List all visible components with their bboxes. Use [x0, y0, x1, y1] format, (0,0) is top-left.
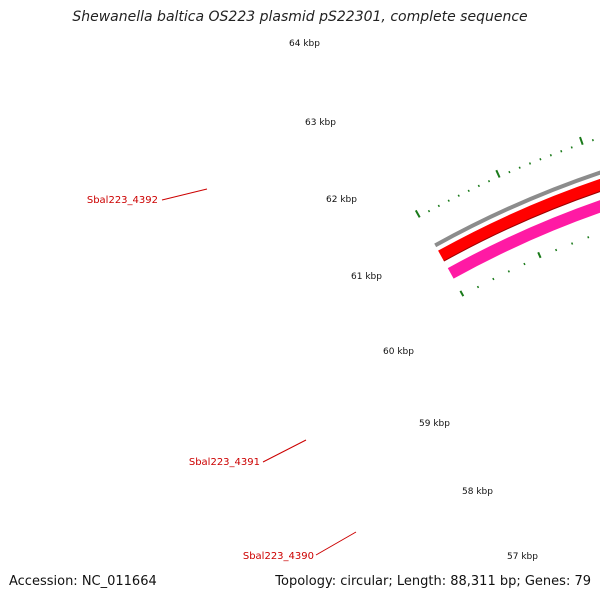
- inner-tick: [555, 248, 558, 252]
- ruler-label-61: 61 kbp: [351, 272, 382, 282]
- outer-minor-tick: [457, 194, 460, 197]
- outer-major-tick: [414, 209, 421, 218]
- inner-tick: [507, 270, 510, 273]
- ruler-label-58: 58 kbp: [462, 487, 493, 497]
- outer-minor-tick: [427, 209, 431, 213]
- backbone-ring: [434, 170, 600, 248]
- outer-minor-tick: [560, 150, 563, 153]
- outer-minor-tick: [528, 162, 532, 165]
- ruler-label-62: 62 kbp: [326, 195, 357, 205]
- gene-arc-sbal223-4392[interactable]: [447, 159, 600, 279]
- ruler-label-57: 57 kbp: [507, 552, 538, 562]
- accession-text: Accession: NC_011664: [9, 574, 157, 589]
- outer-ruler: [414, 136, 594, 218]
- outer-minor-tick: [508, 170, 511, 174]
- ruler-label-63: 63 kbp: [305, 118, 336, 128]
- gene-callouts: Sbal223_4392 Sbal223_4391 Sbal223_4390: [87, 188, 357, 562]
- outer-major-tick: [579, 136, 584, 146]
- outer-minor-tick: [487, 179, 491, 183]
- ruler-label-60: 60 kbp: [383, 347, 414, 357]
- map-title: Shewanella baltica OS223 plasmid pS22301…: [72, 9, 528, 25]
- inner-tick: [587, 236, 590, 239]
- outer-major-tick: [495, 169, 501, 178]
- inner-tick: [537, 251, 542, 259]
- outer-minor-tick: [570, 146, 573, 149]
- outer-minor-tick: [549, 154, 552, 157]
- gene-label-sbal223-4391[interactable]: Sbal223_4391: [189, 457, 260, 468]
- outer-minor-tick: [467, 189, 470, 193]
- outer-minor-tick: [477, 184, 480, 188]
- outer-minor-tick: [518, 166, 521, 169]
- outer-minor-tick: [447, 199, 450, 202]
- gene-arc-sbal223-4391[interactable]: [438, 132, 600, 262]
- ruler-labels: 64 kbp 63 kbp 62 kbp 61 kbp 60 kbp 59 kb…: [289, 39, 538, 562]
- ruler-label-64: 64 kbp: [289, 39, 320, 49]
- outer-minor-tick: [539, 158, 542, 161]
- ruler-label-59: 59 kbp: [419, 419, 450, 429]
- gene-label-leader-4390: [315, 531, 357, 556]
- inner-ruler: [459, 236, 590, 297]
- inner-tick: [492, 277, 495, 281]
- inner-tick: [459, 290, 465, 297]
- gene-label-leader-4391: [262, 439, 307, 463]
- gene-label-leader-4392: [161, 188, 208, 201]
- outer-minor-tick: [437, 204, 440, 208]
- gene-label-sbal223-4390[interactable]: Sbal223_4390: [243, 551, 314, 562]
- gene-arc-outline: [443, 191, 600, 262]
- inner-tick: [523, 262, 526, 266]
- inner-tick: [571, 242, 574, 245]
- outer-minor-tick: [591, 138, 594, 142]
- inner-tick: [476, 285, 480, 289]
- topology-text: Topology: circular; Length: 88,311 bp; G…: [275, 574, 591, 589]
- gene-label-sbal223-4392[interactable]: Sbal223_4392: [87, 195, 158, 206]
